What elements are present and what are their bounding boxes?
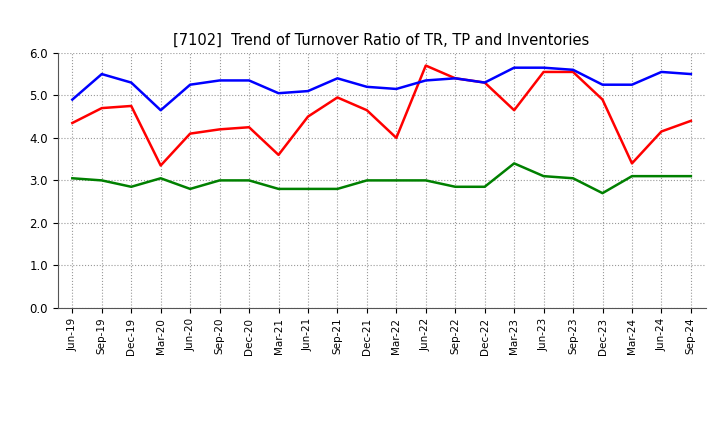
Inventories: [97, 178, 106, 183]
Trade Receivables: [480, 80, 489, 85]
Trade Payables: [68, 97, 76, 102]
Inventories: [304, 186, 312, 191]
Inventories: [392, 178, 400, 183]
Trade Payables: [186, 82, 194, 87]
Line: Inventories: Inventories: [72, 163, 691, 193]
Trade Receivables: [687, 118, 696, 124]
Trade Receivables: [392, 135, 400, 140]
Inventories: [598, 191, 607, 196]
Trade Payables: [451, 76, 459, 81]
Trade Payables: [598, 82, 607, 87]
Inventories: [451, 184, 459, 189]
Trade Receivables: [510, 107, 518, 113]
Inventories: [215, 178, 224, 183]
Trade Payables: [215, 78, 224, 83]
Trade Payables: [569, 67, 577, 73]
Trade Receivables: [569, 69, 577, 74]
Line: Trade Receivables: Trade Receivables: [72, 66, 691, 165]
Line: Trade Payables: Trade Payables: [72, 68, 691, 110]
Trade Payables: [628, 82, 636, 87]
Trade Receivables: [127, 103, 135, 109]
Inventories: [657, 173, 666, 179]
Trade Receivables: [304, 114, 312, 119]
Trade Receivables: [451, 76, 459, 81]
Inventories: [156, 176, 165, 181]
Trade Payables: [510, 65, 518, 70]
Trade Payables: [127, 80, 135, 85]
Inventories: [274, 186, 283, 191]
Trade Receivables: [274, 152, 283, 158]
Inventories: [68, 176, 76, 181]
Trade Receivables: [215, 127, 224, 132]
Trade Payables: [304, 88, 312, 94]
Inventories: [510, 161, 518, 166]
Trade Payables: [421, 78, 430, 83]
Inventories: [687, 173, 696, 179]
Trade Receivables: [628, 161, 636, 166]
Trade Payables: [657, 69, 666, 74]
Trade Receivables: [186, 131, 194, 136]
Inventories: [127, 184, 135, 189]
Trade Receivables: [539, 69, 548, 74]
Inventories: [245, 178, 253, 183]
Trade Payables: [480, 80, 489, 85]
Trade Receivables: [333, 95, 342, 100]
Trade Receivables: [97, 106, 106, 111]
Title: [7102]  Trend of Turnover Ratio of TR, TP and Inventories: [7102] Trend of Turnover Ratio of TR, TP…: [174, 33, 590, 48]
Inventories: [628, 173, 636, 179]
Trade Receivables: [598, 97, 607, 102]
Trade Payables: [333, 76, 342, 81]
Trade Payables: [363, 84, 372, 89]
Trade Receivables: [421, 63, 430, 68]
Trade Payables: [539, 65, 548, 70]
Inventories: [539, 173, 548, 179]
Inventories: [363, 178, 372, 183]
Trade Receivables: [245, 125, 253, 130]
Trade Receivables: [156, 163, 165, 168]
Inventories: [480, 184, 489, 189]
Trade Receivables: [363, 107, 372, 113]
Trade Payables: [274, 91, 283, 96]
Inventories: [569, 176, 577, 181]
Trade Payables: [156, 107, 165, 113]
Trade Payables: [245, 78, 253, 83]
Trade Payables: [392, 86, 400, 92]
Inventories: [421, 178, 430, 183]
Trade Receivables: [657, 129, 666, 134]
Inventories: [333, 186, 342, 191]
Trade Receivables: [68, 121, 76, 126]
Trade Payables: [687, 71, 696, 77]
Trade Payables: [97, 71, 106, 77]
Inventories: [186, 186, 194, 191]
